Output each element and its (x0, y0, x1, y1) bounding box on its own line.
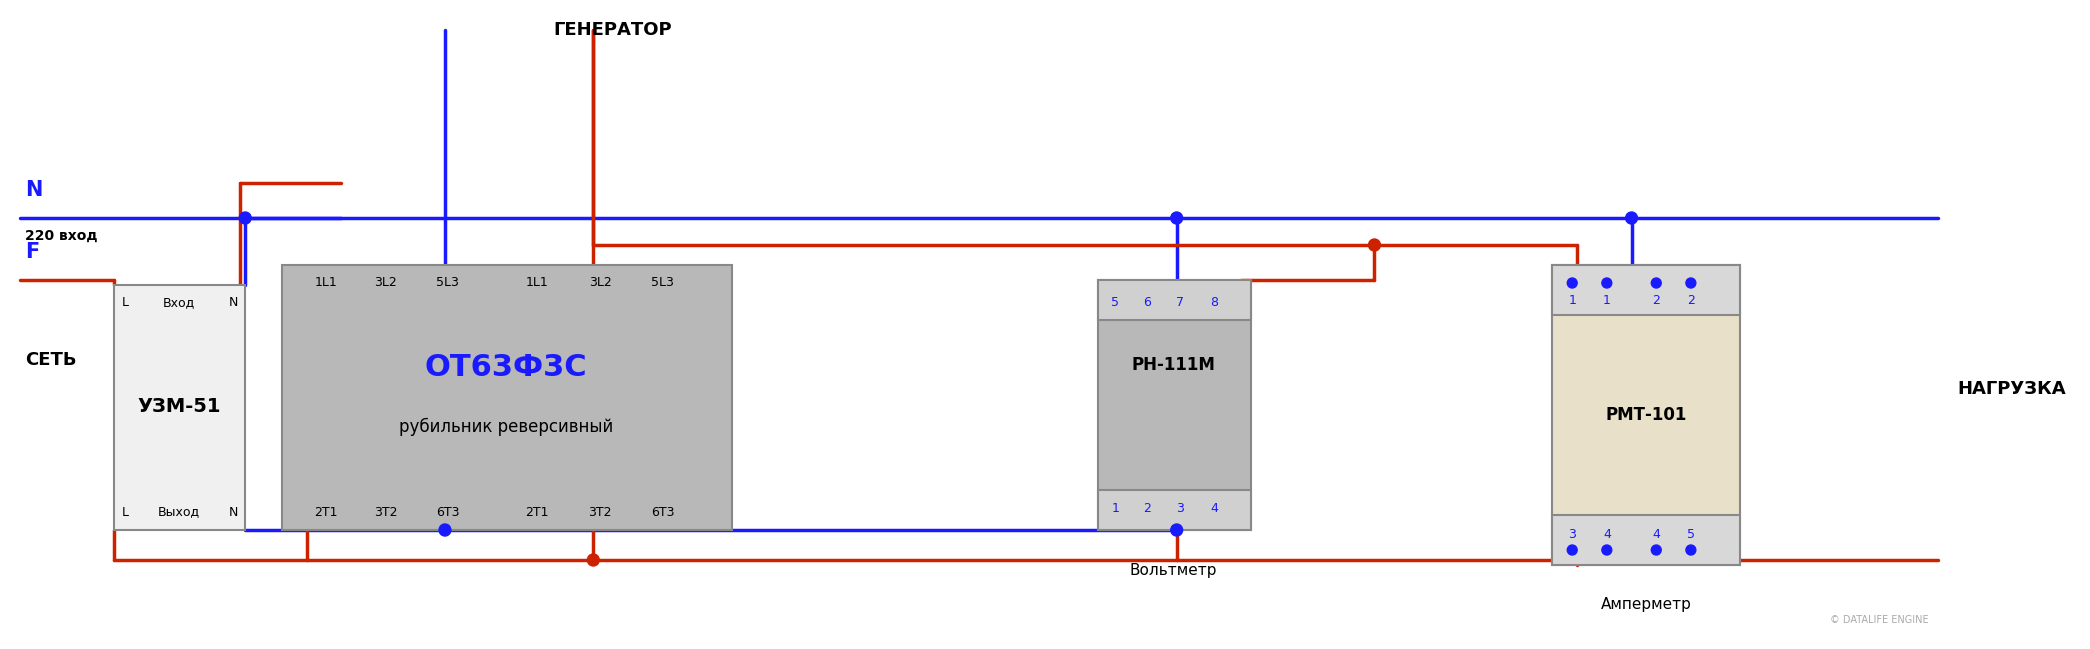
Circle shape (1687, 545, 1695, 555)
Text: N: N (25, 180, 42, 200)
Circle shape (1601, 545, 1611, 555)
Bar (282, 265, 732, 530)
Text: РМТ-101: РМТ-101 (1605, 406, 1687, 424)
Text: 4: 4 (1603, 528, 1611, 541)
Text: 2: 2 (1143, 502, 1152, 515)
Text: УЗМ-51: УЗМ-51 (138, 397, 222, 417)
Text: N: N (228, 506, 238, 519)
Text: 4: 4 (1210, 502, 1218, 515)
Text: ГЕНЕРАТОР: ГЕНЕРАТОР (554, 21, 673, 39)
Circle shape (1568, 278, 1578, 288)
Text: 3: 3 (1568, 528, 1576, 541)
Text: 5L3: 5L3 (652, 276, 673, 289)
Text: Вход: Вход (163, 297, 194, 310)
Bar (1553, 265, 1741, 565)
Text: 1: 1 (1603, 293, 1611, 306)
Circle shape (1651, 278, 1662, 288)
Text: 2T1: 2T1 (525, 506, 550, 519)
Text: 3T2: 3T2 (589, 506, 612, 519)
Circle shape (1170, 524, 1183, 536)
Text: 7: 7 (1177, 295, 1183, 308)
Text: 5: 5 (1687, 528, 1695, 541)
Text: Выход: Выход (159, 506, 201, 519)
Text: 3T2: 3T2 (374, 506, 397, 519)
Circle shape (587, 554, 600, 566)
Text: 6T3: 6T3 (437, 506, 460, 519)
Circle shape (238, 212, 251, 224)
Text: 3: 3 (1177, 502, 1183, 515)
Text: 4: 4 (1653, 528, 1659, 541)
Text: 5: 5 (1112, 295, 1120, 308)
Circle shape (1170, 212, 1183, 224)
Text: НАГРУЗКА: НАГРУЗКА (1958, 380, 2067, 398)
Bar (1553, 265, 1741, 315)
Circle shape (1651, 545, 1662, 555)
Text: 1: 1 (1568, 293, 1576, 306)
Text: 2: 2 (1653, 293, 1659, 306)
Text: 2: 2 (1687, 293, 1695, 306)
Text: N: N (228, 297, 238, 310)
Circle shape (439, 524, 451, 536)
Circle shape (1568, 545, 1578, 555)
Text: 1: 1 (1112, 502, 1120, 515)
Text: 6: 6 (1143, 295, 1152, 308)
Text: 3L2: 3L2 (374, 276, 397, 289)
Text: L: L (121, 506, 130, 519)
Text: 1L1: 1L1 (316, 276, 339, 289)
Text: © DATALIFE ENGINE: © DATALIFE ENGINE (1829, 615, 1929, 625)
Text: 220 вход: 220 вход (25, 229, 98, 243)
Bar (1097, 280, 1250, 530)
Text: 1L1: 1L1 (525, 276, 548, 289)
Circle shape (1601, 278, 1611, 288)
Text: РН-111М: РН-111М (1133, 356, 1216, 374)
Bar (113, 285, 245, 530)
Text: ОТ63Ф3С: ОТ63Ф3С (424, 352, 587, 382)
Circle shape (1687, 278, 1695, 288)
Circle shape (1626, 212, 1636, 224)
Text: 3L2: 3L2 (589, 276, 612, 289)
Bar (1097, 280, 1250, 320)
Text: 8: 8 (1210, 295, 1218, 308)
Bar (1097, 490, 1250, 530)
Text: Вольтметр: Вольтметр (1131, 563, 1218, 578)
Text: L: L (121, 297, 130, 310)
Text: рубильник реверсивный: рубильник реверсивный (399, 418, 612, 436)
Text: 6T3: 6T3 (650, 506, 675, 519)
Text: 2T1: 2T1 (316, 506, 339, 519)
Bar (1553, 515, 1741, 565)
Text: 5L3: 5L3 (437, 276, 460, 289)
Text: F: F (25, 242, 40, 262)
Text: СЕТЬ: СЕТЬ (25, 351, 75, 369)
Text: Амперметр: Амперметр (1601, 598, 1691, 613)
Circle shape (1369, 239, 1379, 251)
